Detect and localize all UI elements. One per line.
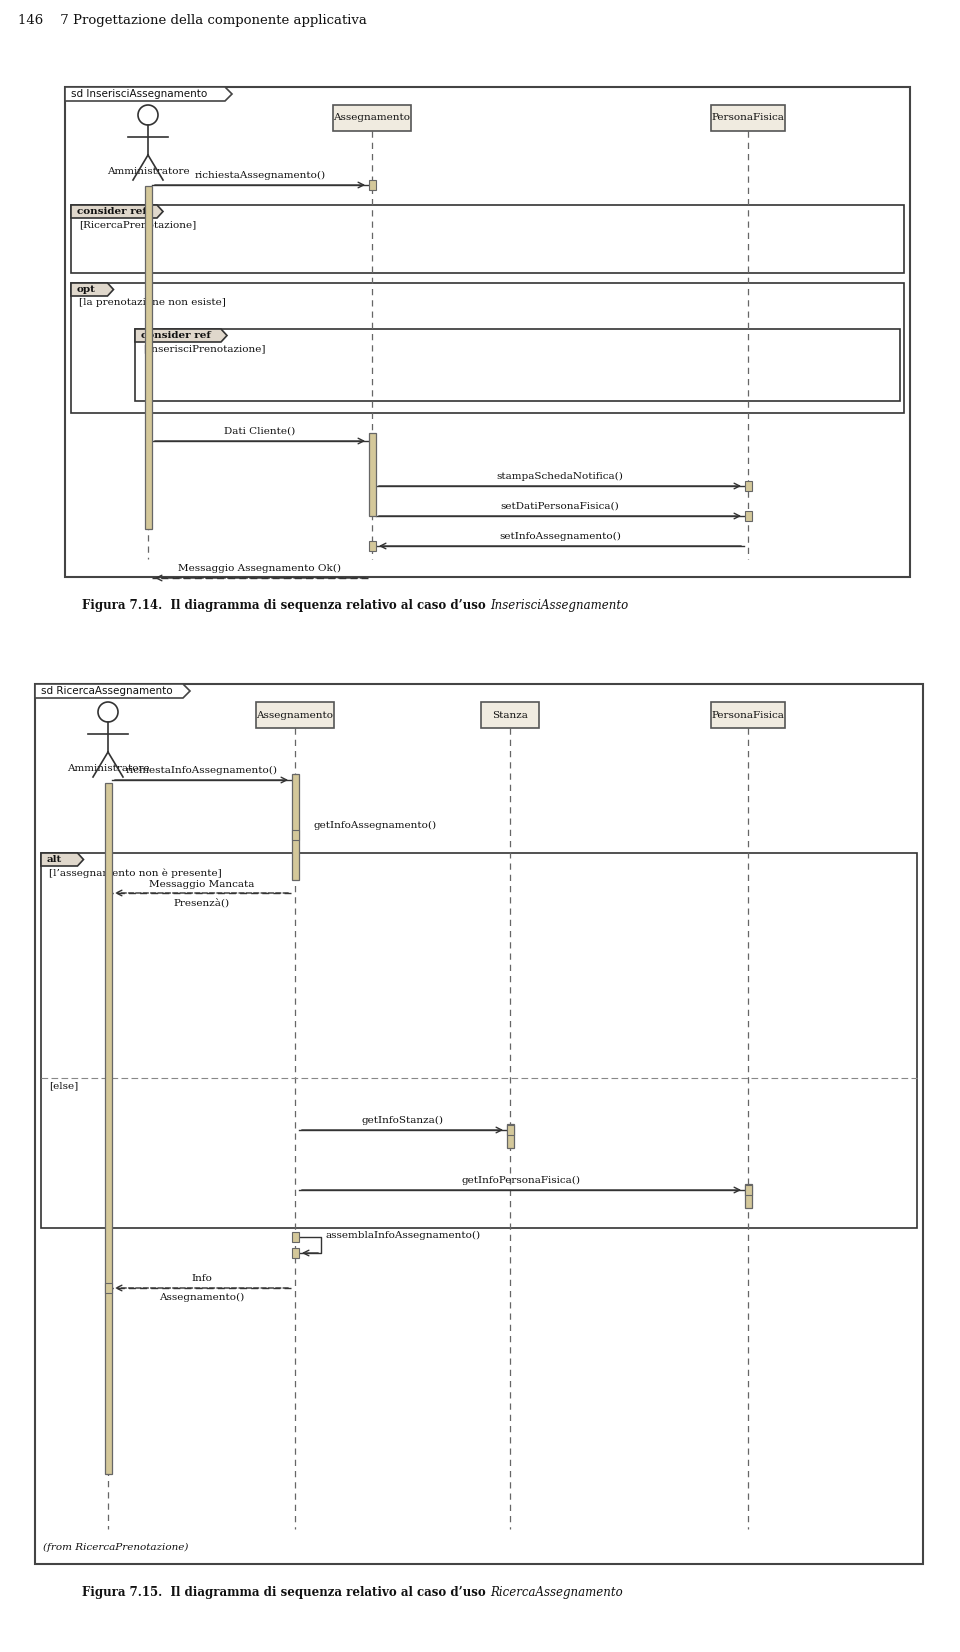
Text: consider ref: consider ref [141,330,211,340]
Polygon shape [135,329,227,342]
Bar [507,1123,514,1148]
Polygon shape [65,88,232,101]
Text: Figura 7.14.  Il diagramma di sequenza relativo al caso d’uso: Figura 7.14. Il diagramma di sequenza re… [83,600,490,611]
Text: [else]: [else] [49,1080,79,1090]
Text: PersonaFisica: PersonaFisica [711,114,784,122]
Bar [369,540,375,552]
Text: 146    7 Progettazione della componente applicativa: 146 7 Progettazione della componente app… [18,13,367,26]
Text: Assegnamento: Assegnamento [256,710,333,720]
Text: PersonaFisica: PersonaFisica [711,710,784,720]
Bar [481,702,539,729]
Text: getInfoAssegnamento(): getInfoAssegnamento() [313,821,436,829]
Polygon shape [71,282,113,296]
Text: assemblaInfoAssegnamento(): assemblaInfoAssegnamento() [325,1231,480,1241]
Text: Assegnamento(): Assegnamento() [158,1294,244,1302]
Text: Dati Cliente(): Dati Cliente() [225,426,296,436]
Bar [71,282,904,413]
Text: Amministratore: Amministratore [66,763,150,773]
Bar [292,775,299,881]
Bar [745,510,752,520]
Bar [369,180,375,190]
Bar [105,783,111,1474]
Text: InserisciAssegnamento: InserisciAssegnamento [490,600,628,611]
Text: getInfoStanza(): getInfoStanza() [362,1115,444,1125]
Text: consider ref: consider ref [77,206,147,216]
Text: alt: alt [47,856,62,864]
Text: stampaSchedaNotifica(): stampaSchedaNotifica() [496,472,623,481]
Bar [745,481,752,491]
Text: opt: opt [77,286,96,294]
Text: Messaggio Mancata: Messaggio Mancata [149,881,254,889]
Bar [292,1247,299,1259]
Text: Messaggio Assegnamento Ok(): Messaggio Assegnamento Ok() [179,563,342,573]
Text: richiestaAssegnamento(): richiestaAssegnamento() [195,170,325,180]
Bar [292,829,299,839]
Bar [135,329,900,401]
Bar [41,852,917,1227]
Bar [65,88,910,577]
Text: [RicercaPrenotazione]: [RicercaPrenotazione] [79,220,196,230]
Text: [la prenotazione non esiste]: [la prenotazione non esiste] [79,297,226,307]
Polygon shape [71,205,163,218]
Bar [711,106,785,131]
Text: Presenzà(): Presenzà() [174,899,229,909]
Polygon shape [41,852,84,866]
Bar [292,1232,299,1242]
Bar [256,702,334,729]
Text: Assegnamento: Assegnamento [333,114,411,122]
Bar [35,684,923,1564]
Bar [369,433,375,515]
Text: richiestaInfoAssegnamento(): richiestaInfoAssegnamento() [126,767,277,775]
Text: Figura 7.15.  Il diagramma di sequenza relativo al caso d’uso: Figura 7.15. Il diagramma di sequenza re… [83,1586,490,1599]
Text: (from RicercaPrenotazione): (from RicercaPrenotazione) [43,1543,188,1551]
Bar [507,1125,514,1135]
Text: Stanza: Stanza [492,710,528,720]
Text: RicercaAssegnamento: RicercaAssegnamento [490,1586,623,1599]
Text: [l’assegnamento non è presente]: [l’assegnamento non è presente] [49,867,222,877]
Text: sd RicercaAssegnamento: sd RicercaAssegnamento [41,686,173,695]
Text: setDatiPersonaFisica(): setDatiPersonaFisica() [500,502,619,510]
Bar [71,205,904,273]
Text: [InserisciPrenotazione]: [InserisciPrenotazione] [143,344,266,354]
Bar [745,1184,752,1194]
Text: sd InserisciAssegnamento: sd InserisciAssegnamento [71,89,207,99]
Text: Amministratore: Amministratore [107,167,189,177]
Polygon shape [35,684,190,699]
Text: Info: Info [191,1274,212,1284]
Bar [145,187,152,529]
Text: setInfoAssegnamento(): setInfoAssegnamento() [499,532,621,540]
Bar [333,106,411,131]
Text: getInfoPersonaFisica(): getInfoPersonaFisica() [462,1176,581,1184]
Bar [745,1184,752,1208]
Bar [711,702,785,729]
Bar [105,1284,111,1294]
